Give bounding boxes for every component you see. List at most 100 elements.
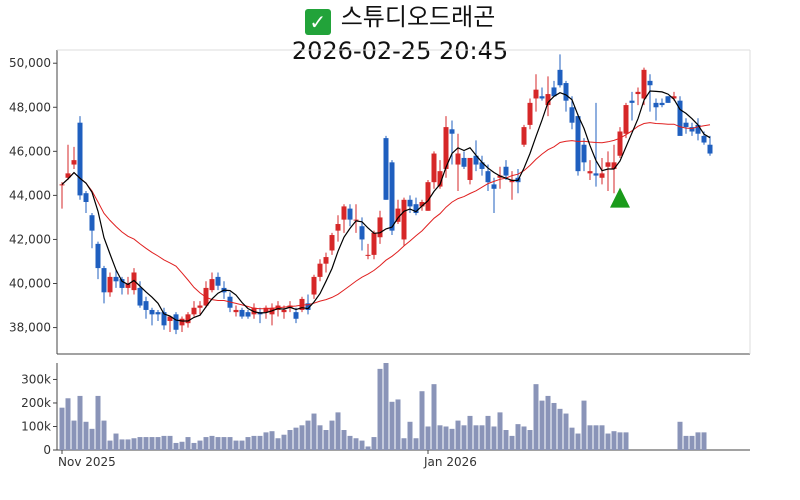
volume-bar (431, 384, 437, 450)
candle-body (413, 204, 419, 214)
volume-bar (395, 399, 401, 450)
candle-body (683, 122, 689, 128)
candle-body (281, 309, 287, 313)
candle-body (311, 276, 317, 295)
candle-body (569, 107, 575, 123)
candle-body (305, 303, 311, 310)
candle-body (701, 135, 707, 143)
ma-long-line (61, 122, 711, 310)
candle-body (473, 155, 479, 165)
candle-body (671, 96, 677, 99)
candle-body (599, 173, 605, 178)
chart-datetime: 2026-02-25 20:45 (291, 37, 509, 65)
candle-body (299, 298, 305, 310)
volume-bar (227, 437, 233, 450)
candle-body (191, 307, 197, 315)
volume-bar (239, 440, 245, 450)
volume-bar (323, 430, 329, 450)
volume-bar (131, 438, 137, 450)
candle-body (563, 83, 569, 101)
volume-bar (497, 412, 503, 450)
volume-tick-label: 200k (21, 396, 51, 410)
volume-bar (341, 430, 347, 450)
volume-bar (467, 415, 473, 450)
candle-body (77, 122, 83, 196)
candle-body (527, 102, 533, 125)
candle-body (71, 160, 77, 165)
volume-bar (317, 425, 323, 450)
candle-body (149, 309, 155, 315)
candle-body (395, 208, 401, 222)
candle-body (653, 102, 659, 108)
volume-bar (59, 407, 65, 450)
candle-body (503, 166, 509, 176)
price-tick-label: 40,000 (9, 277, 51, 291)
volume-bar (149, 437, 155, 450)
candle-body (113, 276, 119, 282)
volume-bar (623, 432, 629, 450)
volume-bar (293, 427, 299, 450)
volume-bar (167, 435, 173, 450)
buy-signal-triangle (610, 187, 630, 208)
volume-bar (191, 442, 197, 450)
candle-body (245, 312, 251, 317)
candle-body (107, 276, 113, 293)
candle-body (419, 202, 425, 207)
candle-body (497, 175, 503, 178)
price-tick-label: 50,000 (9, 56, 51, 70)
volume-bar (71, 420, 77, 450)
candle-body (449, 129, 455, 134)
volume-bar (563, 413, 569, 450)
volume-bar (275, 438, 281, 450)
candle-body (587, 171, 593, 174)
volume-bar (203, 437, 209, 450)
candle-body (437, 171, 443, 187)
volume-bar (491, 426, 497, 450)
volume-bar (311, 413, 317, 450)
candle-body (101, 268, 107, 293)
candle-body (155, 312, 161, 315)
volume-bar (611, 431, 617, 450)
volume-bar (425, 426, 431, 450)
volume-bar (461, 425, 467, 450)
volume-bar (179, 441, 185, 450)
candle-body (137, 287, 143, 306)
volume-bar (233, 440, 239, 450)
volume-bar (365, 446, 371, 450)
candle-body (167, 316, 173, 321)
candle-body (581, 144, 587, 163)
volume-bar (473, 425, 479, 450)
volume-bar (209, 435, 215, 450)
date-tick-label: Nov 2025 (58, 455, 116, 469)
volume-panel: 0 100k 200k 300k Nov 2025 Jan 2026 (21, 363, 750, 469)
candle-body (95, 243, 101, 269)
volume-bar (503, 430, 509, 450)
volume-bar (389, 401, 395, 450)
volume-bar (359, 440, 365, 450)
volume-bar (683, 435, 689, 450)
volume-bar (65, 398, 71, 450)
candle-body (707, 144, 713, 154)
candle-body (407, 199, 413, 207)
ma-short-line (61, 90, 711, 322)
volume-bar (605, 433, 611, 450)
candle-body (431, 153, 437, 183)
volume-bar (155, 437, 161, 450)
volume-bar (539, 400, 545, 450)
price-tick-label: 48,000 (9, 100, 51, 114)
volume-bar (551, 402, 557, 450)
volume-bar (161, 435, 167, 450)
price-tick-label: 46,000 (9, 144, 51, 158)
volume-bar (527, 430, 533, 450)
volume-bar (377, 368, 383, 450)
volume-bar (335, 412, 341, 450)
candle-body (125, 283, 131, 288)
candle-body (65, 173, 71, 178)
check-mark-icon: ✓ (304, 9, 331, 35)
volume-bar (269, 431, 275, 450)
candle-body (443, 127, 449, 169)
volume-bar (305, 420, 311, 450)
volume-bar (113, 433, 119, 450)
volume-bar (215, 437, 221, 450)
